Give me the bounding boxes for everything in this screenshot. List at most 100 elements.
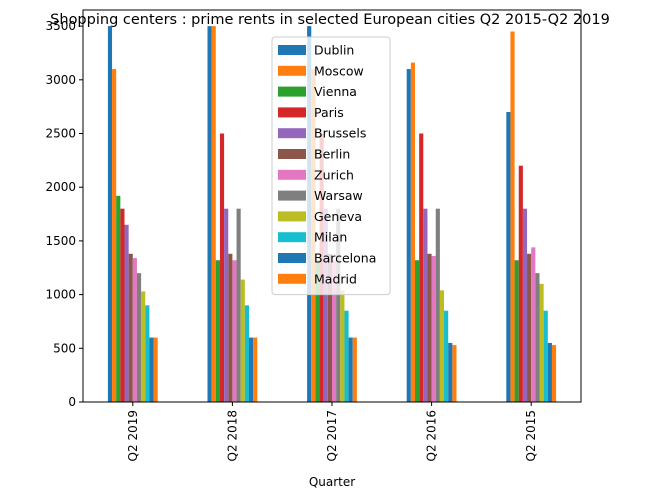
legend: Dublin Moscow Vienna Paris Brussels Berlin Zur… (271, 36, 391, 296)
bar (352, 337, 357, 402)
legend-label: Madrid (314, 271, 357, 286)
y-tick-label: 2000 (45, 180, 76, 194)
bar (543, 310, 548, 402)
legend-swatch (278, 190, 306, 201)
legend-label: Moscow (314, 63, 364, 78)
legend-swatch (278, 169, 306, 180)
bar (518, 165, 523, 402)
y-tick-label: 0 (68, 395, 76, 409)
bar (116, 195, 121, 402)
legend-label: Barcelona (314, 251, 376, 266)
bar (444, 310, 449, 402)
bar (410, 62, 415, 403)
bar (531, 247, 536, 402)
bar-group (506, 31, 557, 402)
bars-layer (107, 26, 557, 403)
legend-swatch (278, 128, 306, 139)
x-tick-label: Q2 2016 (425, 410, 439, 461)
y-axis: 0 500 1000 1500 2000 2500 3000 3500 (45, 19, 83, 409)
bar (112, 69, 117, 402)
bar (323, 208, 328, 402)
bar (435, 208, 440, 402)
bar (224, 208, 229, 402)
x-tick-label: Q2 2015 (524, 410, 538, 461)
bar (145, 305, 150, 402)
legend-label: Warsaw (314, 188, 363, 203)
bar (431, 255, 436, 402)
x-tick-label: Q2 2017 (325, 410, 339, 461)
legend-label: Brussels (314, 126, 366, 141)
bar-group (107, 26, 158, 403)
legend-item: Berlin (278, 147, 350, 162)
legend-item: Zurich (278, 167, 354, 182)
legend-label: Geneva (314, 209, 362, 224)
legend-item: Barcelona (278, 251, 376, 266)
bar (332, 260, 337, 402)
legend-swatch (278, 107, 306, 118)
bar (423, 208, 428, 402)
bar (128, 253, 133, 402)
legend-swatch (278, 273, 306, 284)
bar (527, 253, 532, 402)
bar (439, 290, 445, 402)
bar (327, 253, 332, 402)
bar (240, 279, 245, 402)
bar (448, 342, 453, 402)
bar (415, 260, 420, 402)
bar (514, 260, 519, 402)
bar (506, 112, 511, 402)
legend-item: Milan (278, 230, 347, 245)
bar (344, 310, 349, 402)
legend-swatch (278, 86, 306, 97)
legend-swatch (278, 211, 306, 222)
bar (120, 208, 125, 402)
legend-label: Dublin (314, 43, 354, 58)
bar-group (406, 62, 457, 403)
legend-item: Moscow (278, 63, 364, 78)
bar (406, 69, 411, 402)
bar (211, 26, 216, 403)
bar (215, 260, 220, 402)
bar (141, 291, 146, 402)
legend-label: Vienna (314, 84, 357, 99)
bar (535, 273, 540, 402)
y-tick-label: 2500 (45, 127, 76, 141)
bar (336, 208, 341, 402)
bar (207, 26, 212, 403)
legend-label: Zurich (314, 167, 354, 182)
y-tick-label: 1500 (45, 234, 76, 248)
bar (452, 345, 457, 402)
bar (244, 305, 249, 402)
y-tick-label: 3500 (45, 19, 76, 33)
legend-item: Geneva (278, 209, 362, 224)
bar (522, 208, 528, 402)
bar (539, 283, 544, 402)
bar (249, 337, 254, 402)
legend-item: Warsaw (278, 188, 363, 203)
bar (136, 273, 142, 402)
legend-swatch (278, 149, 306, 159)
bar (427, 253, 432, 402)
bar (132, 258, 137, 402)
x-axis: Q2 2019 Q2 2018 Q2 2017 Q2 2016 Q2 2015 (126, 402, 538, 461)
y-tick-label: 3000 (45, 73, 76, 87)
legend-label: Berlin (314, 147, 350, 162)
bar (348, 337, 353, 402)
legend-item: Vienna (278, 84, 357, 99)
legend-swatch (278, 232, 306, 243)
x-axis-label: Quarter (309, 475, 355, 489)
legend-swatch (278, 65, 306, 76)
bar (228, 253, 233, 402)
x-tick-label: Q2 2018 (225, 410, 239, 461)
legend-swatch (278, 253, 306, 263)
bar (236, 208, 241, 402)
x-tick-label: Q2 2019 (126, 410, 140, 461)
legend-item: Paris (278, 105, 344, 120)
legend-label: Milan (314, 230, 347, 245)
bar (153, 337, 158, 402)
bar (149, 337, 154, 402)
y-tick-label: 1000 (45, 288, 76, 302)
bar (419, 133, 424, 402)
